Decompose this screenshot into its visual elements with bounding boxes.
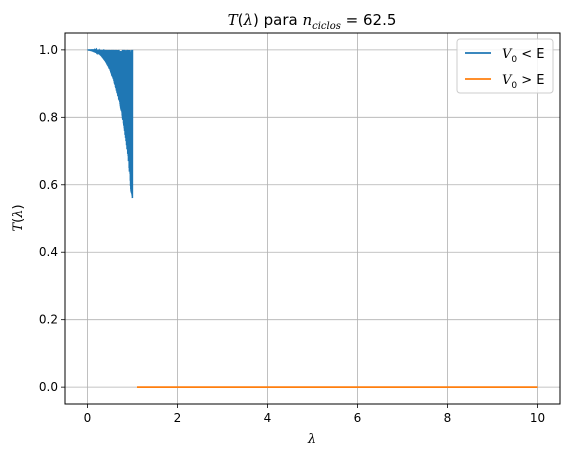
x-tick-label: 10: [530, 411, 545, 425]
x-tick-label: 6: [354, 411, 362, 425]
legend-label-series-2: V0 > E: [502, 73, 545, 91]
legend: V0 < E V0 > E: [456, 38, 554, 94]
grid: [65, 33, 560, 404]
y-tick-label: 0.6: [39, 178, 58, 192]
series-line-v0-less-e: [87, 47, 134, 199]
y-tick-label: 0.4: [39, 245, 58, 259]
ticks: 0 2 4 6 8 10 0.0 0.2 0.4 0.6 0.8 1.0: [39, 43, 545, 425]
x-tick-label: 2: [174, 411, 182, 425]
legend-label-series-1: V0 < E: [502, 47, 545, 65]
x-tick-label: 4: [264, 411, 272, 425]
axes-frame: [64, 32, 561, 405]
x-tick-label: 0: [84, 411, 92, 425]
y-tick-label: 1.0: [39, 43, 58, 57]
y-tick-label: 0.8: [39, 110, 58, 124]
y-tick-label: 0.0: [39, 380, 58, 394]
chart-title: T(λ) para nciclos = 62.5: [228, 11, 397, 32]
x-axis-label: λ: [307, 432, 316, 447]
x-tick-label: 8: [444, 411, 452, 425]
y-axis-label: T(λ): [11, 204, 26, 231]
y-tick-label: 0.2: [39, 313, 58, 327]
series-layer: [87, 47, 538, 389]
